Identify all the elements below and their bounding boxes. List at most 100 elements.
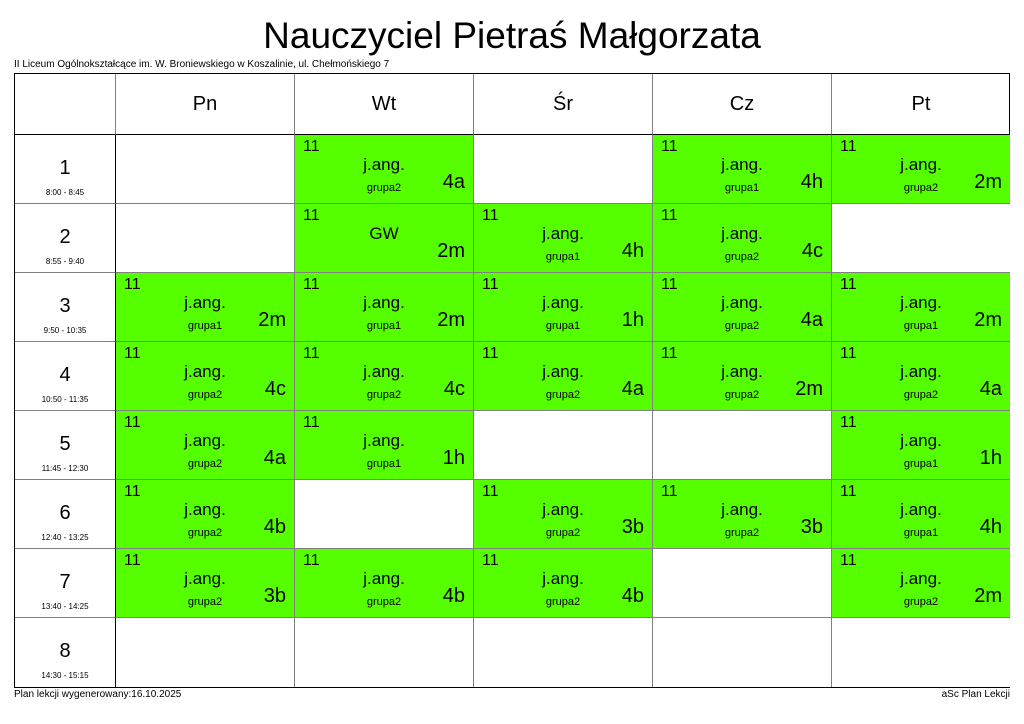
lesson-room: 11 bbox=[840, 276, 857, 293]
period-header: 7 13:40 - 14:25 bbox=[15, 549, 116, 618]
lesson-group: grupa1 bbox=[903, 320, 939, 332]
lesson-class: 2m bbox=[437, 240, 465, 262]
lesson-card[interactable]: 11 j.ang. grupa1 4h bbox=[832, 480, 1010, 549]
lesson-card[interactable]: 11 j.ang. grupa2 4a bbox=[832, 342, 1010, 411]
timetable-grid: Pn Wt Śr Cz Pt 1 8:00 - 8:45 11 j.ang. grupa2 4a 11… bbox=[14, 73, 1010, 688]
lesson-card[interactable]: 11 j.ang. grupa2 4c bbox=[653, 204, 832, 273]
generated-date: Plan lekcji wygenerowany:16.10.2025 bbox=[14, 689, 182, 700]
lesson-card[interactable]: 11 j.ang. grupa1 4h bbox=[653, 135, 832, 204]
lesson-class: 2m bbox=[974, 585, 1002, 607]
lesson-room: 11 bbox=[124, 345, 141, 362]
lesson-card[interactable]: 11 j.ang. grupa2 4b bbox=[116, 480, 295, 549]
lesson-subject: j.ang. bbox=[184, 431, 226, 450]
lesson-group: grupa2 bbox=[903, 596, 939, 608]
lesson-subject: j.ang. bbox=[721, 155, 763, 174]
period-time: 8:00 - 8:45 bbox=[45, 188, 85, 197]
lesson-group: grupa1 bbox=[545, 320, 581, 332]
lesson-card[interactable]: 11 j.ang. grupa2 3b bbox=[474, 480, 653, 549]
lesson-group: grupa1 bbox=[187, 320, 223, 332]
lesson-card[interactable]: 11 j.ang. grupa2 4a bbox=[295, 135, 474, 204]
lesson-group: grupa1 bbox=[903, 527, 939, 539]
lesson-card[interactable]: 11 j.ang. grupa2 3b bbox=[653, 480, 832, 549]
lesson-group: grupa2 bbox=[903, 389, 939, 401]
lesson-group: grupa1 bbox=[903, 458, 939, 470]
lesson-room: 11 bbox=[840, 138, 857, 155]
empty-slot bbox=[474, 411, 653, 480]
period-header: 6 12:40 - 13:25 bbox=[15, 480, 116, 549]
empty-slot bbox=[653, 411, 832, 480]
day-header: Śr bbox=[474, 74, 653, 135]
lesson-class: 3b bbox=[621, 516, 644, 538]
lesson-group: grupa2 bbox=[903, 182, 939, 194]
lesson-room: 11 bbox=[661, 207, 678, 224]
lesson-group: grupa2 bbox=[724, 320, 760, 332]
lesson-card[interactable]: 11 j.ang. grupa2 2m bbox=[832, 135, 1010, 204]
lesson-room: 11 bbox=[303, 345, 320, 362]
lesson-card[interactable]: 11 j.ang. grupa1 2m bbox=[295, 273, 474, 342]
lesson-card[interactable]: 11 j.ang. grupa2 4b bbox=[474, 549, 653, 618]
lesson-card[interactable]: 11 j.ang. grupa1 1h bbox=[474, 273, 653, 342]
period-time: 13:40 - 14:25 bbox=[41, 602, 89, 611]
lesson-subject: j.ang. bbox=[900, 569, 942, 588]
lesson-card[interactable]: 11 j.ang. grupa2 2m bbox=[832, 549, 1010, 618]
lesson-room: 11 bbox=[482, 276, 499, 293]
lesson-card[interactable]: 11 j.ang. grupa1 2m bbox=[832, 273, 1010, 342]
lesson-group: grupa2 bbox=[366, 596, 402, 608]
lesson-group: grupa2 bbox=[187, 596, 223, 608]
lesson-card[interactable]: 11 j.ang. grupa2 4c bbox=[116, 342, 295, 411]
period-time: 14:30 - 15:15 bbox=[41, 671, 89, 680]
lesson-room: 11 bbox=[303, 552, 320, 569]
lesson-subject: j.ang. bbox=[900, 362, 942, 381]
empty-slot bbox=[832, 618, 1010, 687]
lesson-card[interactable]: 11 GW 2m bbox=[295, 204, 474, 273]
lesson-card[interactable]: 11 j.ang. grupa1 2m bbox=[116, 273, 295, 342]
lesson-card[interactable]: 11 j.ang. grupa2 4a bbox=[116, 411, 295, 480]
lesson-subject: j.ang. bbox=[363, 155, 405, 174]
lesson-room: 11 bbox=[661, 276, 678, 293]
lesson-group: grupa2 bbox=[545, 527, 581, 539]
empty-slot bbox=[116, 135, 295, 204]
lesson-subject: j.ang. bbox=[721, 362, 763, 381]
lesson-room: 11 bbox=[661, 483, 678, 500]
empty-slot bbox=[295, 618, 474, 687]
lesson-room: 11 bbox=[482, 552, 499, 569]
lesson-subject: j.ang. bbox=[900, 155, 942, 174]
lesson-class: 4h bbox=[621, 240, 644, 262]
lesson-class: 4c bbox=[801, 240, 823, 262]
empty-slot bbox=[653, 549, 832, 618]
lesson-class: 4h bbox=[979, 516, 1002, 538]
period-number: 1 bbox=[59, 157, 71, 179]
lesson-subject: j.ang. bbox=[542, 224, 584, 243]
school-name: II Liceum Ogólnokształcące im. W. Bronie… bbox=[14, 59, 390, 70]
lesson-group: grupa2 bbox=[724, 389, 760, 401]
lesson-card[interactable]: 11 j.ang. grupa2 4b bbox=[295, 549, 474, 618]
period-header: 3 9:50 - 10:35 bbox=[15, 273, 116, 342]
lesson-room: 11 bbox=[840, 345, 857, 362]
lesson-card[interactable]: 11 j.ang. grupa2 4a bbox=[474, 342, 653, 411]
lesson-card[interactable]: 11 j.ang. grupa2 4a bbox=[653, 273, 832, 342]
lesson-card[interactable]: 11 j.ang. grupa1 1h bbox=[832, 411, 1010, 480]
lesson-room: 11 bbox=[482, 207, 499, 224]
lesson-class: 2m bbox=[795, 378, 823, 400]
lesson-card[interactable]: 11 j.ang. grupa2 4c bbox=[295, 342, 474, 411]
lesson-room: 11 bbox=[840, 483, 857, 500]
lesson-card[interactable]: 11 j.ang. grupa2 3b bbox=[116, 549, 295, 618]
period-number: 3 bbox=[59, 295, 71, 317]
period-time: 8:55 - 9:40 bbox=[45, 257, 85, 266]
lesson-subject: j.ang. bbox=[363, 293, 405, 312]
lesson-card[interactable]: 11 j.ang. grupa2 2m bbox=[653, 342, 832, 411]
lesson-class: 2m bbox=[974, 309, 1002, 331]
empty-slot bbox=[474, 618, 653, 687]
period-number: 4 bbox=[59, 364, 71, 386]
lesson-card[interactable]: 11 j.ang. grupa1 1h bbox=[295, 411, 474, 480]
lesson-group: grupa2 bbox=[545, 596, 581, 608]
lesson-class: 2m bbox=[258, 309, 286, 331]
lesson-class: 4b bbox=[263, 516, 286, 538]
lesson-group: grupa2 bbox=[187, 458, 223, 470]
empty-slot bbox=[116, 204, 295, 273]
lesson-group: grupa1 bbox=[724, 182, 760, 194]
lesson-card[interactable]: 11 j.ang. grupa1 4h bbox=[474, 204, 653, 273]
software-name: aSc Plan Lekcji bbox=[941, 689, 1010, 700]
page-title: Nauczyciel Pietraś Małgorzata bbox=[263, 15, 761, 56]
lesson-group: grupa2 bbox=[724, 527, 760, 539]
